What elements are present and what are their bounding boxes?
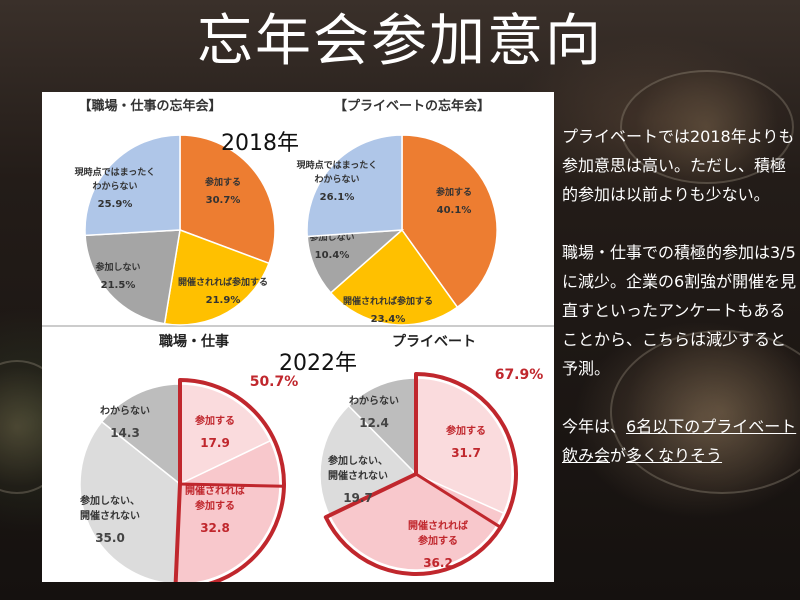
- slice-label: 参加しない、: [80, 494, 140, 507]
- pie-slice: [179, 383, 272, 486]
- commentary: プライベートでは2018年よりも参加意思は高い。ただし、積極的参加は以前よりも少…: [562, 122, 798, 499]
- slice-value: 21.5%: [101, 280, 136, 291]
- slice-value: 10.4%: [315, 250, 350, 261]
- pie-slice: [84, 229, 181, 325]
- slice-value: 19.7: [343, 491, 373, 505]
- slice-label: わからない: [349, 395, 399, 407]
- slice-value: 31.7: [451, 446, 481, 460]
- participation-divider: [415, 472, 502, 529]
- slice-label: 現時点ではまったく: [75, 166, 156, 178]
- participation-total: 50.7%: [250, 374, 299, 390]
- year-label-2022: 2022年: [279, 351, 357, 376]
- commentary-highlight: 多くなりそう: [626, 446, 723, 465]
- pie-slice: [174, 439, 281, 582]
- background-plate: [620, 70, 794, 184]
- pie-slice: [401, 134, 498, 309]
- slice-label: 現時点ではまったく: [297, 159, 378, 171]
- commentary-paragraph-2: 職場・仕事での積極的参加は3/5に減少。企業の6割強が開催を見直すといったアンケ…: [562, 243, 797, 378]
- slice-label: 参加する: [205, 176, 241, 188]
- commentary-text: が: [610, 446, 627, 465]
- slice-label: 参加する: [436, 186, 472, 198]
- slice-value: 17.9: [200, 436, 230, 450]
- pie-slice: [179, 134, 276, 265]
- slice-label: 参加する: [195, 499, 235, 512]
- participation-divider: [179, 482, 285, 488]
- slice-label: 開催されれば: [185, 484, 245, 497]
- slice-label: 開催されれば参加する: [343, 295, 433, 307]
- slice-label: 参加しない: [95, 261, 140, 273]
- chart-panel: 【職場・仕事の忘年会】 参加する 30.7% 開催されれば参加する 21.9% 参加しない…: [42, 92, 554, 582]
- slice-label: 参加しない、: [328, 454, 388, 467]
- slice-value: 21.9%: [206, 295, 241, 306]
- slice-label: 開催されない: [80, 509, 140, 522]
- slice-value: 32.8: [200, 521, 230, 535]
- pie-slice: [329, 228, 459, 326]
- chart-title: プライベート: [392, 334, 476, 350]
- slice-value: 12.4: [359, 416, 389, 430]
- slice-label: 開催されれば: [408, 519, 468, 532]
- slice-label: わからない: [314, 174, 359, 185]
- slice-label: 参加する: [446, 424, 486, 437]
- pie-slice: [163, 228, 270, 326]
- slice-label: 開催されない: [328, 469, 388, 482]
- pie-slice: [328, 473, 505, 571]
- slice-value: 30.7%: [206, 195, 241, 206]
- page-title: 忘年会参加意向: [197, 9, 603, 74]
- commentary-paragraph-3: 今年は、6名以下のプライベート飲み会が多くなりそう: [562, 412, 798, 470]
- pie-slice: [79, 420, 181, 582]
- slice-label: わからない: [92, 181, 137, 192]
- year-label-2018: 2018年: [221, 131, 299, 156]
- slice-value: 25.9%: [98, 199, 133, 210]
- slice-value: 36.2: [423, 556, 453, 570]
- pie-charts-figure: 【職場・仕事の忘年会】参加する30.7%開催されれば参加する21.9%参加しない…: [42, 98, 554, 582]
- pie-slice: [415, 377, 513, 515]
- slice-label: 開催されれば参加する: [178, 276, 268, 288]
- slice-label: 参加する: [195, 414, 235, 427]
- slice-value: 40.1%: [437, 205, 472, 216]
- slice-label: わからない: [100, 405, 150, 417]
- commentary-highlight: 6名以下のプライベート飲み会: [562, 417, 797, 465]
- commentary-paragraph-1: プライベートでは2018年よりも参加意思は高い。ただし、積極的参加は以前よりも少…: [562, 127, 795, 204]
- participation-outline: [323, 372, 518, 576]
- pie-slice: [306, 134, 403, 238]
- chart-title: 【職場・仕事の忘年会】: [78, 98, 221, 114]
- slice-value: 35.0: [95, 531, 125, 545]
- slice-value: 23.4%: [371, 314, 406, 325]
- chart-title: 【プライベートの忘年会】: [334, 98, 490, 114]
- background-plate: [610, 330, 800, 494]
- participation-total: 67.9%: [495, 367, 544, 383]
- pie-slice: [100, 383, 181, 486]
- commentary-text: 今年は、: [562, 417, 627, 436]
- slice-value: 14.3: [110, 426, 140, 440]
- slice-value: 26.1%: [320, 192, 355, 203]
- pie-slice: [84, 134, 181, 237]
- pie-slice: [319, 404, 418, 517]
- slice-label: 参加する: [418, 534, 458, 547]
- pie-slice: [347, 377, 417, 476]
- chart-title: 職場・仕事: [159, 333, 229, 350]
